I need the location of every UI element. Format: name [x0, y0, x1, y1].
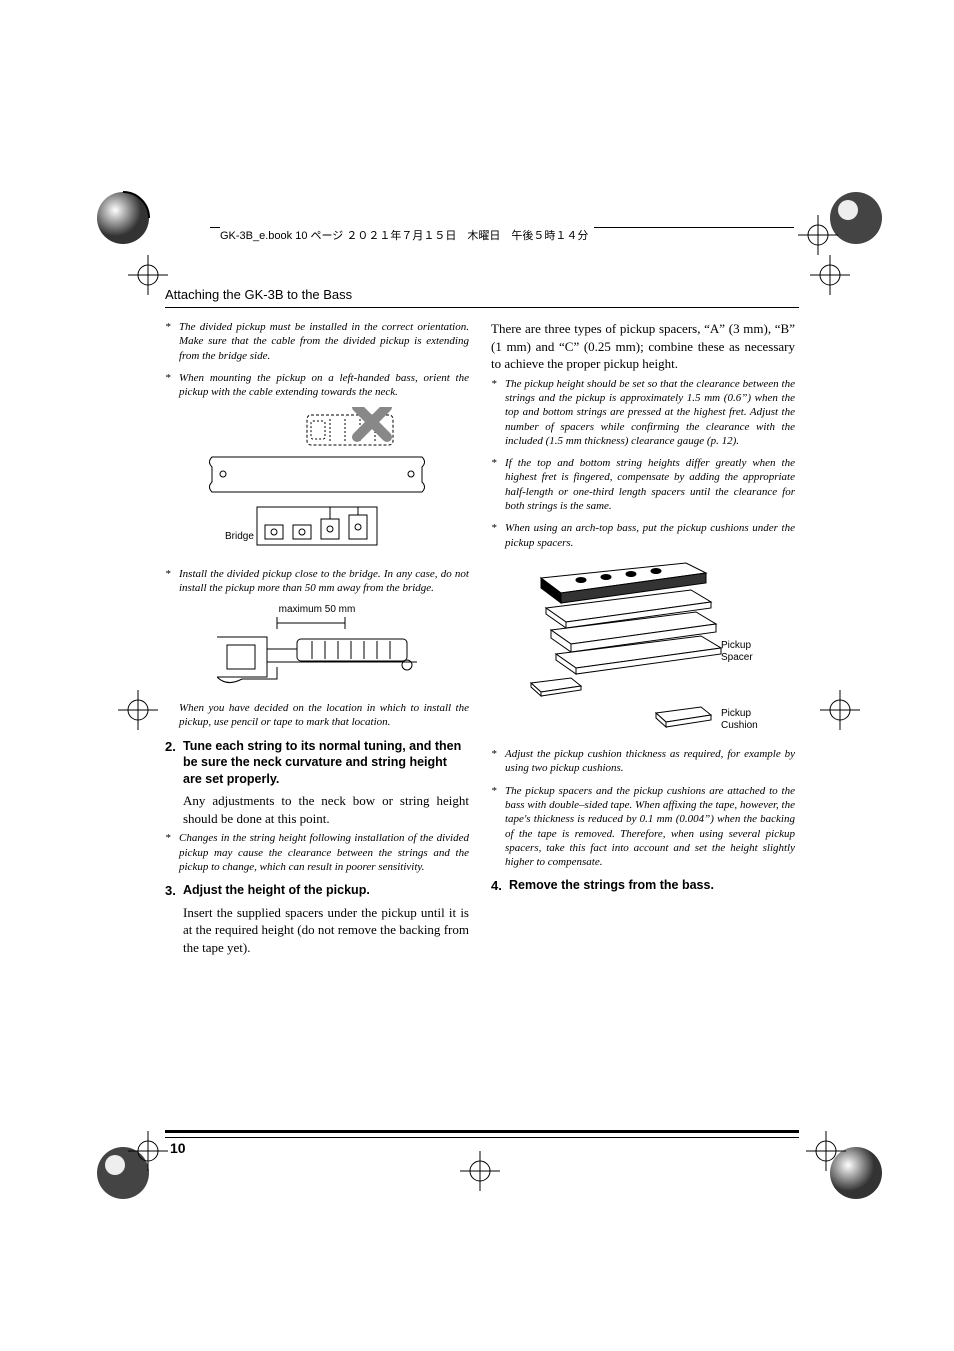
asterisk-icon: *	[491, 377, 505, 448]
asterisk-icon: *	[165, 831, 179, 874]
section-title: Attaching the GK-3B to the Bass	[165, 287, 352, 302]
asterisk-icon: *	[491, 456, 505, 513]
registration-mark-top-right2	[798, 215, 838, 255]
book-meta-line: GK-3B_e.book 10 ページ ２０２１年７月１５日 木曜日 午後５時１…	[220, 227, 594, 243]
note-text: The pickup spacers and the pickup cushio…	[505, 784, 795, 870]
content-columns: * The divided pickup must be installed i…	[165, 320, 795, 960]
step-number: 4.	[491, 877, 509, 895]
page-number: 10	[170, 1140, 186, 1156]
note-close-to-bridge: * Install the divided pickup close to th…	[165, 567, 469, 596]
note-left-handed: * When mounting the pickup on a left-han…	[165, 371, 469, 400]
registration-mark-right-mid	[820, 690, 860, 730]
step-title: Tune each string to its normal tuning, a…	[183, 738, 469, 789]
step-2-body: Any adjustments to the neck bow or strin…	[183, 792, 469, 827]
registration-mark-bottom-right	[806, 1131, 846, 1171]
note-text: The divided pickup must be installed in …	[179, 320, 469, 363]
footer-rule-thick	[165, 1130, 799, 1133]
note-string-differ: * If the top and bottom string heights d…	[491, 456, 795, 513]
asterisk-icon: *	[491, 784, 505, 870]
corner-mark-top-left	[95, 190, 151, 246]
note-text: When mounting the pickup on a left-hande…	[179, 371, 469, 400]
note-text: When using an arch-top bass, put the pic…	[505, 521, 795, 550]
figure-bridge-orientation: Bridge	[165, 407, 469, 556]
asterisk-icon: *	[491, 747, 505, 776]
fig-caption: maximum 50 mm	[165, 603, 469, 617]
asterisk-icon: *	[165, 567, 179, 596]
asterisk-icon: *	[491, 521, 505, 550]
step-3-body: Insert the supplied spacers under the pi…	[183, 904, 469, 957]
note-pickup-height: * The pickup height should be set so tha…	[491, 377, 795, 448]
figure-spacers: Pickup Spacer Pickup Cushion	[491, 558, 795, 737]
figure-max-distance: maximum 50 mm	[165, 603, 469, 691]
bridge-label: Bridge	[225, 531, 254, 542]
step-number: 2.	[165, 738, 183, 789]
note-orientation: * The divided pickup must be installed i…	[165, 320, 469, 363]
registration-mark-right-top	[810, 255, 850, 295]
note-text: Adjust the pickup cushion thickness as r…	[505, 747, 795, 776]
title-rule	[165, 307, 799, 308]
note-text: When you have decided on the location in…	[179, 701, 469, 730]
asterisk-icon: *	[165, 320, 179, 363]
step-title: Adjust the height of the pickup.	[183, 882, 370, 900]
step-2: 2. Tune each string to its normal tuning…	[165, 738, 469, 789]
note-text: Changes in the string height following i…	[179, 831, 469, 874]
spacer-label: Pickup	[721, 640, 751, 651]
note-text: Install the divided pickup close to the …	[179, 567, 469, 596]
note-cushion-thickness: * Adjust the pickup cushion thickness as…	[491, 747, 795, 776]
step-4: 4. Remove the strings from the bass.	[491, 877, 795, 895]
note-tape-thickness: * The pickup spacers and the pickup cush…	[491, 784, 795, 870]
note-text: The pickup height should be set so that …	[505, 377, 795, 448]
step-title: Remove the strings from the bass.	[509, 877, 714, 895]
cushion-label: Pickup	[721, 708, 751, 719]
footer-rule-thin	[165, 1137, 799, 1138]
step-3: 3. Adjust the height of the pickup.	[165, 882, 469, 900]
registration-mark-left-top	[128, 255, 168, 295]
spacer-intro: There are three types of pickup spacers,…	[491, 320, 795, 373]
note-text: If the top and bottom string heights dif…	[505, 456, 795, 513]
registration-mark-bottom-left	[128, 1131, 168, 1171]
step-number: 3.	[165, 882, 183, 900]
note-mark-location: When you have decided on the location in…	[165, 701, 469, 730]
registration-mark-bottom-center	[460, 1151, 500, 1191]
asterisk-icon: *	[165, 371, 179, 400]
left-column: * The divided pickup must be installed i…	[165, 320, 469, 960]
registration-mark-left-mid	[118, 690, 158, 730]
spacer-label: Spacer	[721, 652, 753, 663]
note-arch-top: * When using an arch-top bass, put the p…	[491, 521, 795, 550]
cushion-label: Cushion	[721, 720, 758, 731]
note-string-height: * Changes in the string height following…	[165, 831, 469, 874]
right-column: There are three types of pickup spacers,…	[491, 320, 795, 960]
